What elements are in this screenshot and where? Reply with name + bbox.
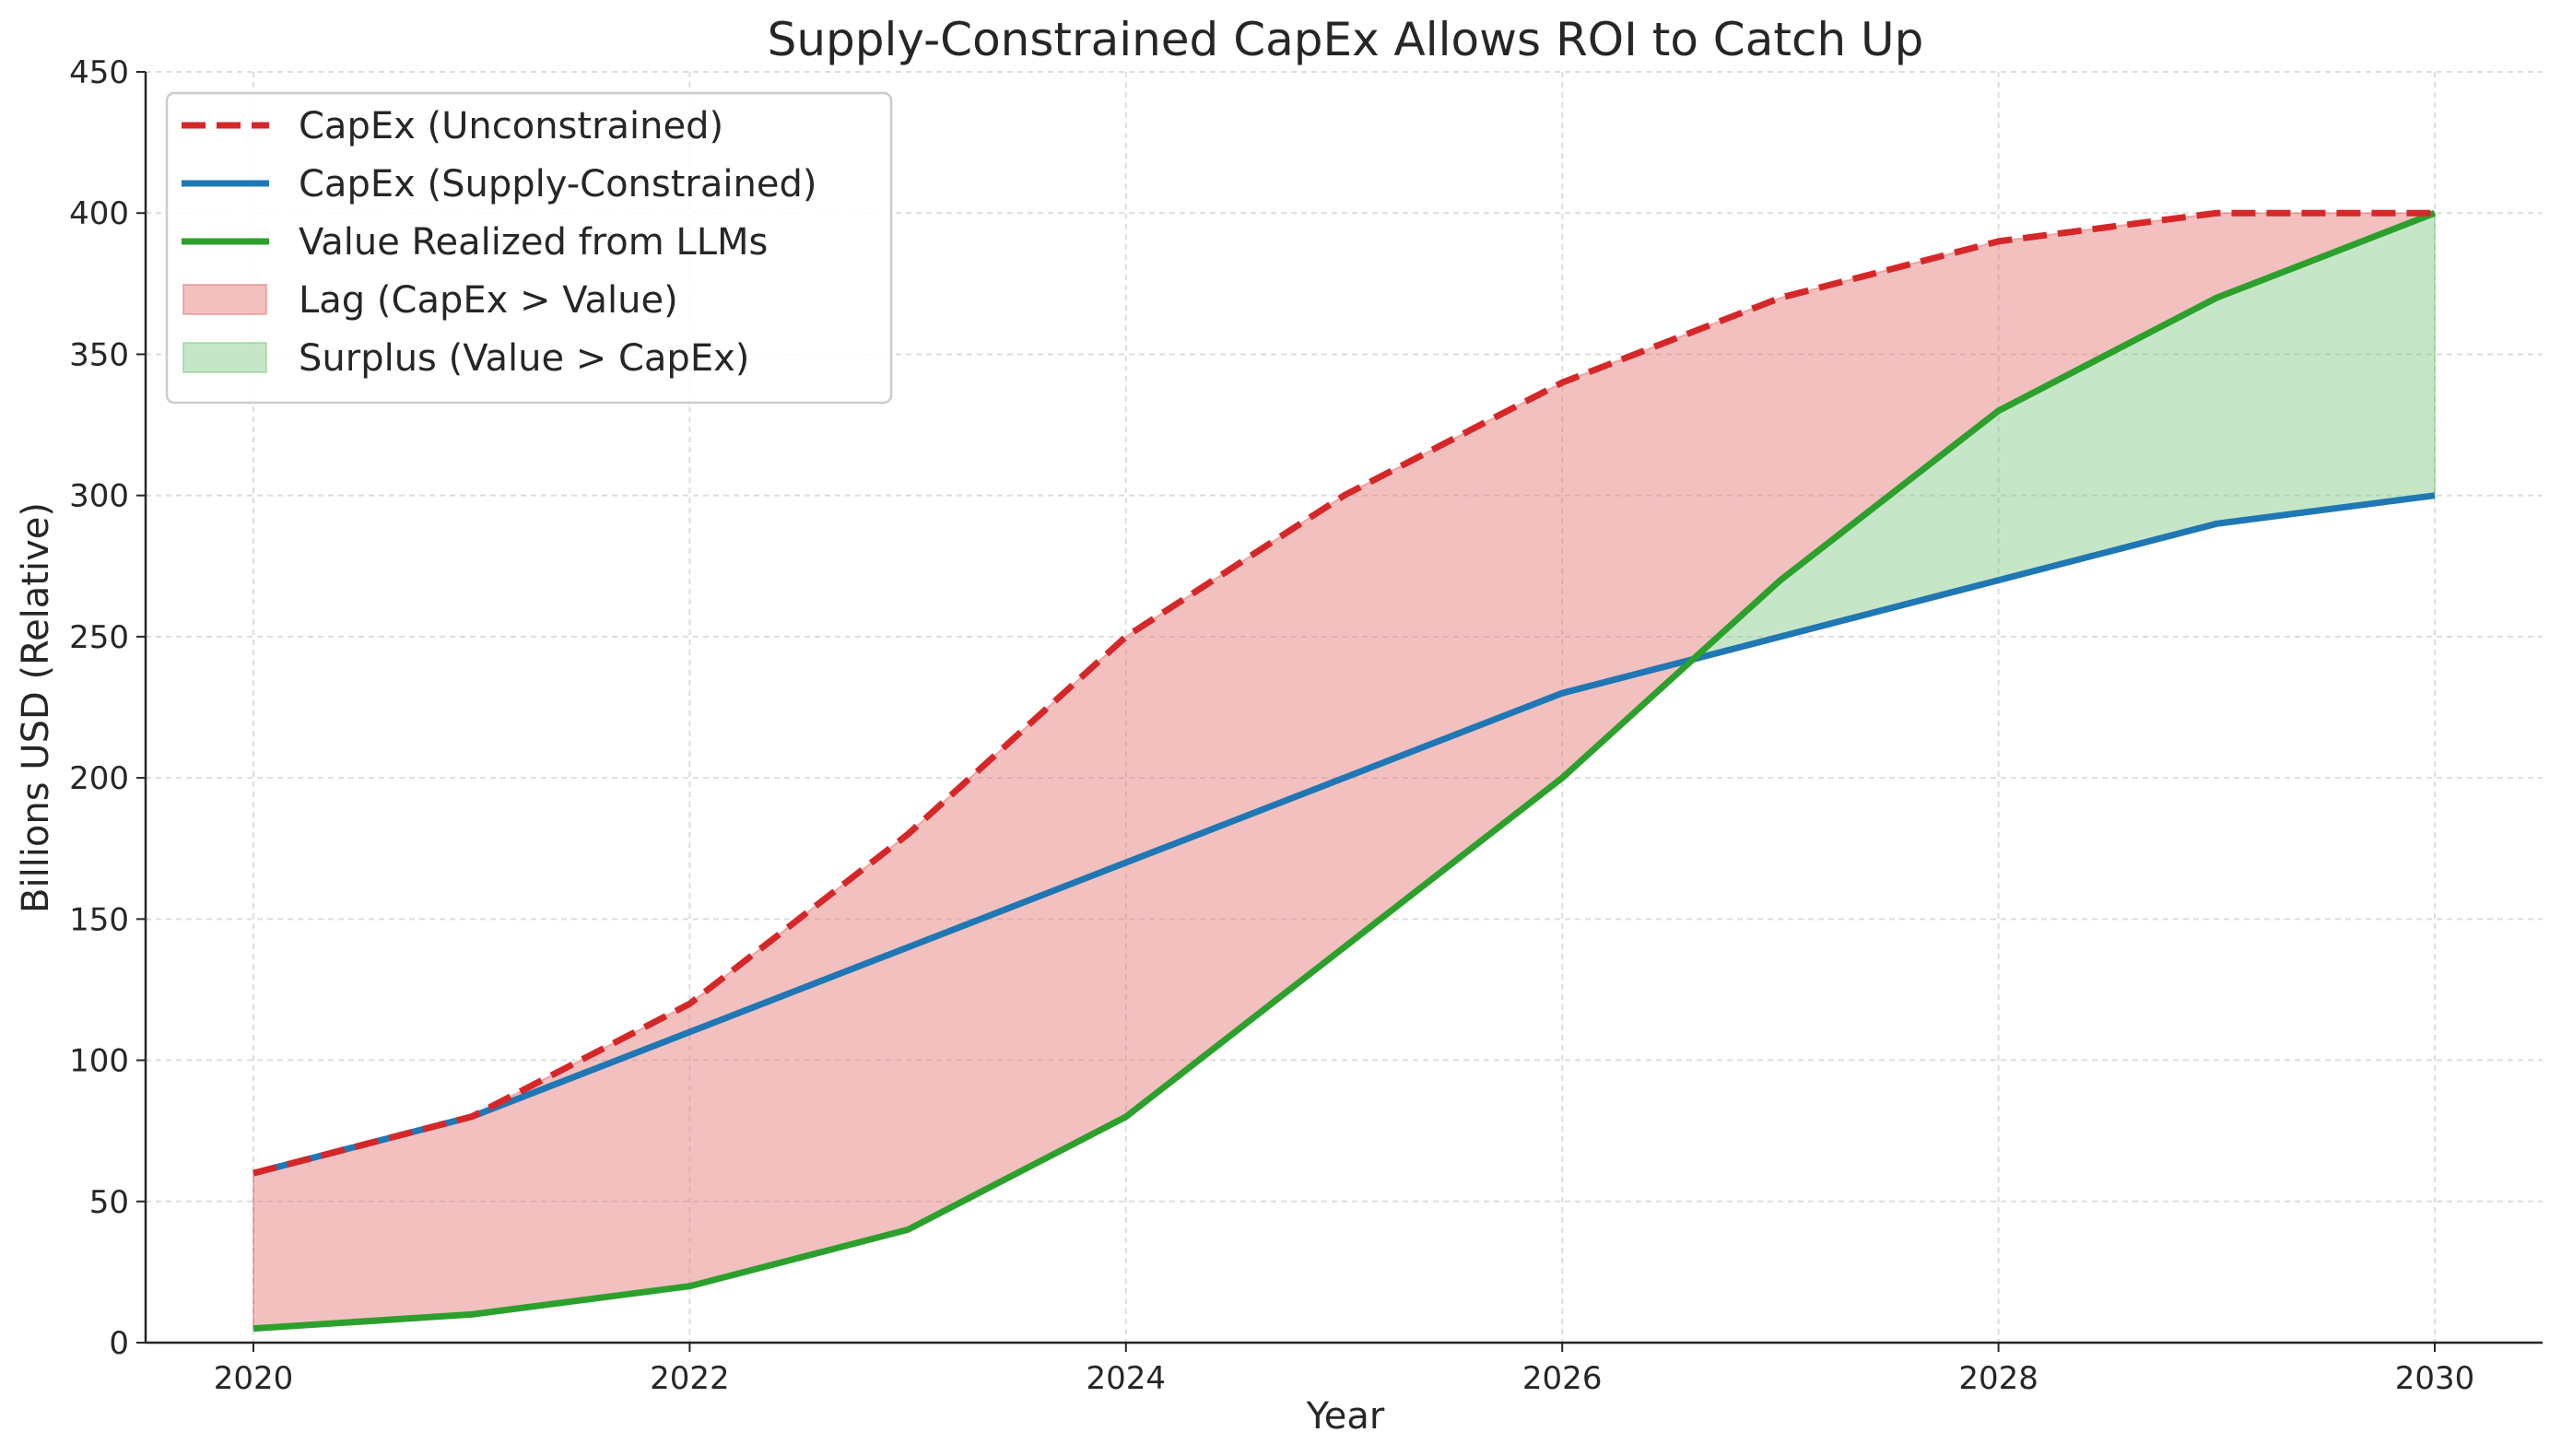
x-tick-label: 2026 (1522, 1360, 1603, 1397)
x-tick-label: 2024 (1087, 1360, 1167, 1397)
legend-label: Value Realized from LLMs (299, 221, 768, 264)
series-line-capex-unconstrained- (253, 209, 2435, 1177)
legend-label: Lag (CapEx > Value) (299, 279, 678, 322)
y-tick-label: 50 (89, 1184, 129, 1221)
series-line-capex-supply-constrained- (253, 492, 2436, 1177)
legend-swatch-patch (182, 342, 267, 373)
y-tick-label: 350 (69, 336, 129, 373)
axes: 2020 2022 2024 2026 2028 2030 0 50 100 150 200 250 3… (69, 54, 2543, 1397)
legend-box (165, 91, 893, 405)
y-tick-label: 150 (69, 901, 129, 938)
y-tick-label: 250 (69, 619, 129, 656)
chart-title: Supply-Constrained CapEx Allows ROI to C… (768, 13, 1924, 66)
y-tick-label: 450 (69, 54, 129, 91)
y-tick-label: 300 (69, 478, 129, 515)
y-tick-label: 100 (69, 1043, 129, 1080)
legend-label: Surplus (Value > CapEx) (299, 337, 749, 380)
x-axis-label: Year (1306, 1395, 1385, 1438)
y-tick-label: 200 (69, 760, 129, 797)
legend-swatch-patch (182, 284, 267, 315)
series-line-value-realized-from-llms (253, 209, 2437, 1333)
x-tick-label: 2020 (214, 1360, 294, 1397)
legend: CapEx (Unconstrained) CapEx (Supply-Const… (165, 91, 893, 405)
y-tick-label: 0 (109, 1325, 129, 1362)
x-tick-label: 2022 (650, 1360, 730, 1397)
y-tick-label: 400 (69, 195, 129, 232)
legend-label: CapEx (Unconstrained) (299, 105, 723, 147)
series-lines (253, 209, 2437, 1333)
y-axis-label: Billions USD (Relative) (15, 502, 57, 913)
legend-label: CapEx (Supply-Constrained) (299, 163, 816, 205)
x-tick-label: 2030 (2395, 1360, 2475, 1397)
x-tick-label: 2028 (1958, 1360, 2038, 1397)
